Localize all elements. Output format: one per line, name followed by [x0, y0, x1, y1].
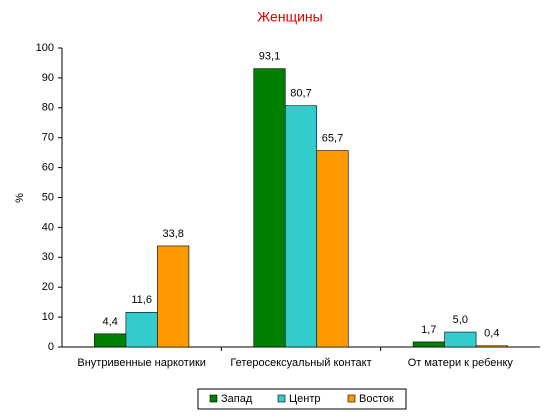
value-label: 0,4 [484, 328, 499, 340]
value-label: 11,6 [131, 294, 152, 306]
bar [284, 105, 318, 348]
y-tick-label: 70 [42, 132, 54, 144]
legend-swatch [209, 394, 218, 403]
bar [475, 345, 508, 348]
legend-swatch [347, 394, 356, 403]
bar [412, 341, 445, 348]
bar [253, 68, 286, 348]
legend-box [197, 388, 407, 410]
chart-title: Женщины [257, 9, 322, 25]
value-label: 4,4 [103, 316, 118, 328]
legend-label: Восток [359, 393, 394, 405]
x-tick-label: Внутривенные наркотики [77, 357, 206, 369]
y-tick-label: 10 [42, 311, 54, 323]
x-tick-label: От матери к ребенку [408, 357, 514, 369]
value-label: 5,0 [453, 314, 468, 326]
y-axis-label: % [14, 193, 26, 203]
bar [316, 150, 349, 348]
bar [157, 245, 190, 348]
y-tick-label: 30 [42, 251, 54, 263]
value-label: 80,7 [290, 88, 311, 100]
y-tick-label: 100 [36, 42, 54, 54]
bar [94, 333, 127, 348]
x-tick-label: Гетеросексуальный контакт [230, 357, 371, 369]
y-tick-label: 20 [42, 281, 54, 293]
legend-label: Центр [289, 393, 321, 405]
legend-swatch [277, 394, 286, 403]
y-tick-label: 60 [42, 162, 54, 174]
y-tick-label: 50 [42, 191, 54, 203]
value-label: 33,8 [162, 228, 183, 240]
value-label: 65,7 [322, 132, 343, 144]
value-label: 93,1 [259, 51, 280, 63]
bar [444, 331, 477, 348]
bar [125, 312, 158, 348]
y-tick-label: 90 [42, 72, 54, 84]
y-tick-label: 80 [42, 102, 54, 114]
y-tick-label: 0 [48, 341, 54, 353]
y-tick-label: 40 [42, 221, 54, 233]
legend-label: Запад [221, 393, 253, 405]
value-label: 1,7 [421, 324, 436, 336]
